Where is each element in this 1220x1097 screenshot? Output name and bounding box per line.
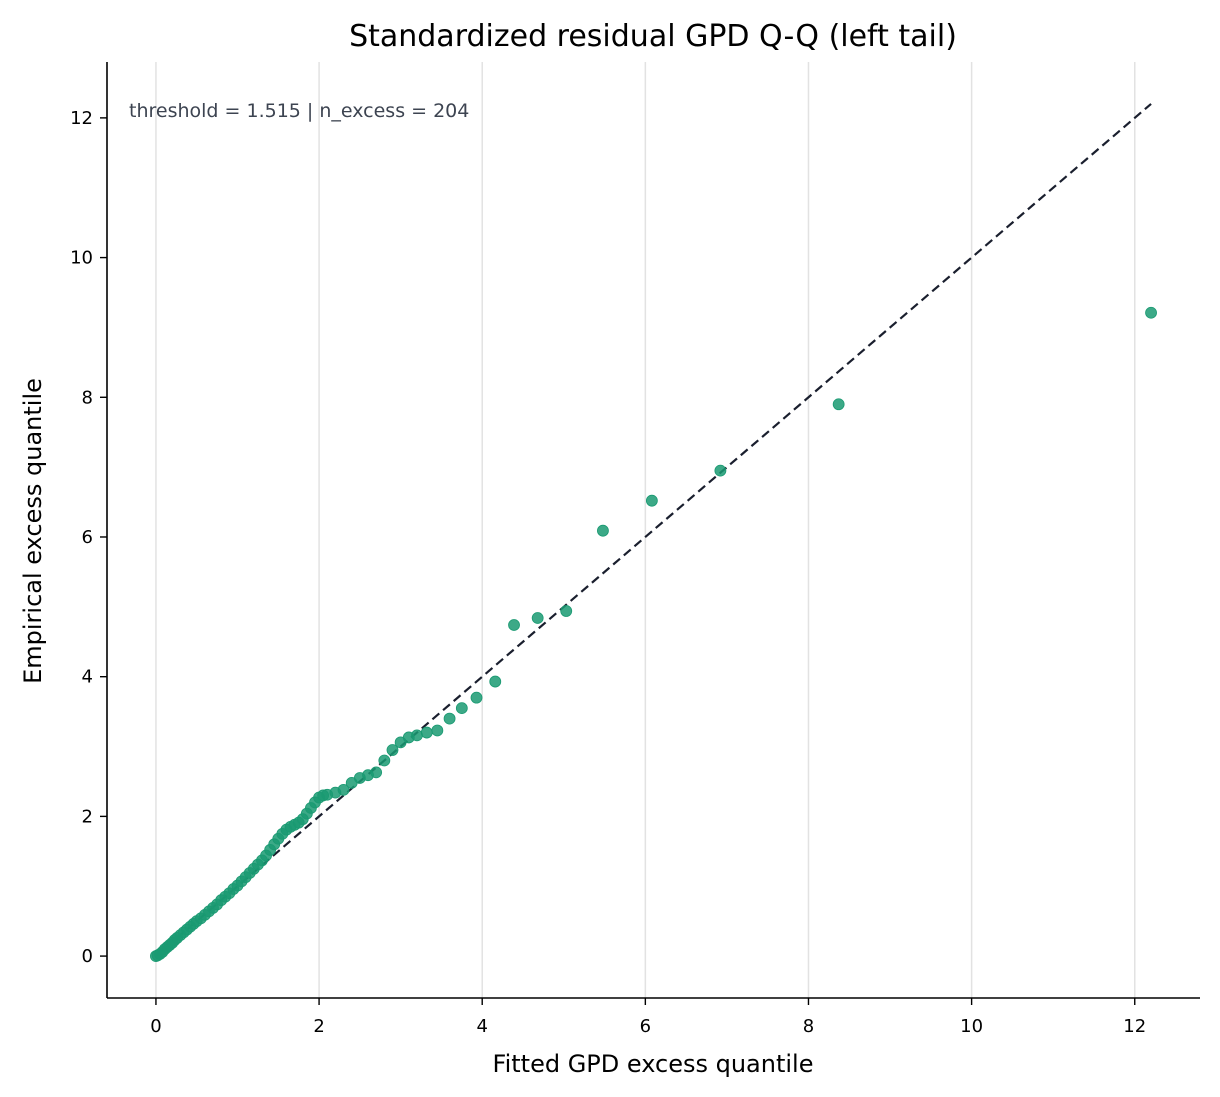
- scatter-point: [443, 712, 456, 725]
- y-ticks: 0 2 4 6 8 10 12: [70, 108, 107, 967]
- scatter-point: [832, 398, 845, 411]
- scatter-point: [378, 754, 391, 767]
- scatter-point: [470, 691, 483, 704]
- grid-lines: [155, 62, 1136, 998]
- reference-line-group: [155, 103, 1152, 957]
- scatter-point: [411, 729, 423, 742]
- y-tick-label: 0: [82, 946, 93, 967]
- scatter-point: [714, 464, 727, 477]
- y-tick-label: 4: [82, 667, 93, 688]
- y-axis-label: Empirical excess quantile: [19, 378, 47, 684]
- x-tick-label: 2: [313, 1016, 324, 1037]
- axes: [106, 62, 1200, 999]
- y-tick-label: 8: [82, 387, 93, 408]
- scatter-point: [455, 702, 468, 715]
- scatter-point: [560, 605, 573, 617]
- scatter-point: [370, 766, 383, 779]
- x-axis-label: Fitted GPD excess quantile: [493, 1050, 814, 1078]
- x-tick-label: 10: [960, 1016, 983, 1037]
- x-tick-label: 8: [803, 1016, 814, 1037]
- y-tick-label: 2: [82, 806, 93, 827]
- scatter-points: [150, 306, 1157, 962]
- scatter-point: [489, 675, 502, 688]
- threshold-annotation: threshold = 1.515 | n_excess = 204: [129, 100, 469, 122]
- x-tick-label: 0: [150, 1016, 161, 1037]
- chart-title: Standardized residual GPD Q-Q (left tail…: [349, 19, 957, 54]
- scatter-point: [597, 524, 609, 537]
- scatter-point: [508, 619, 520, 631]
- x-tick-label: 6: [640, 1016, 651, 1037]
- x-ticks: 0 2 4 6 8 10 12: [150, 998, 1146, 1037]
- scatter-point: [337, 783, 350, 796]
- scatter-point: [1145, 306, 1157, 319]
- scatter-point: [645, 494, 658, 507]
- scatter-point: [531, 612, 544, 624]
- y-tick-label: 12: [70, 108, 93, 129]
- scatter-point: [420, 726, 433, 739]
- reference-line: [155, 103, 1152, 957]
- x-tick-label: 12: [1123, 1016, 1146, 1037]
- scatter-point: [386, 744, 399, 756]
- scatter-point: [431, 724, 444, 737]
- x-tick-label: 4: [476, 1016, 487, 1037]
- y-tick-label: 6: [82, 527, 93, 548]
- y-tick-label: 10: [70, 248, 93, 269]
